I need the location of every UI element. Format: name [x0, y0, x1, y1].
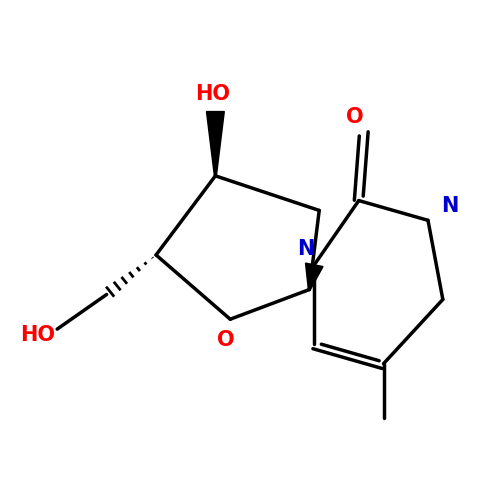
- Text: N: N: [442, 196, 459, 216]
- Text: O: O: [218, 330, 235, 350]
- Polygon shape: [206, 112, 224, 176]
- Text: HO: HO: [196, 84, 230, 104]
- Text: N: N: [296, 239, 314, 259]
- Text: O: O: [346, 108, 364, 128]
- Text: HO: HO: [20, 325, 55, 345]
- Polygon shape: [306, 263, 323, 289]
